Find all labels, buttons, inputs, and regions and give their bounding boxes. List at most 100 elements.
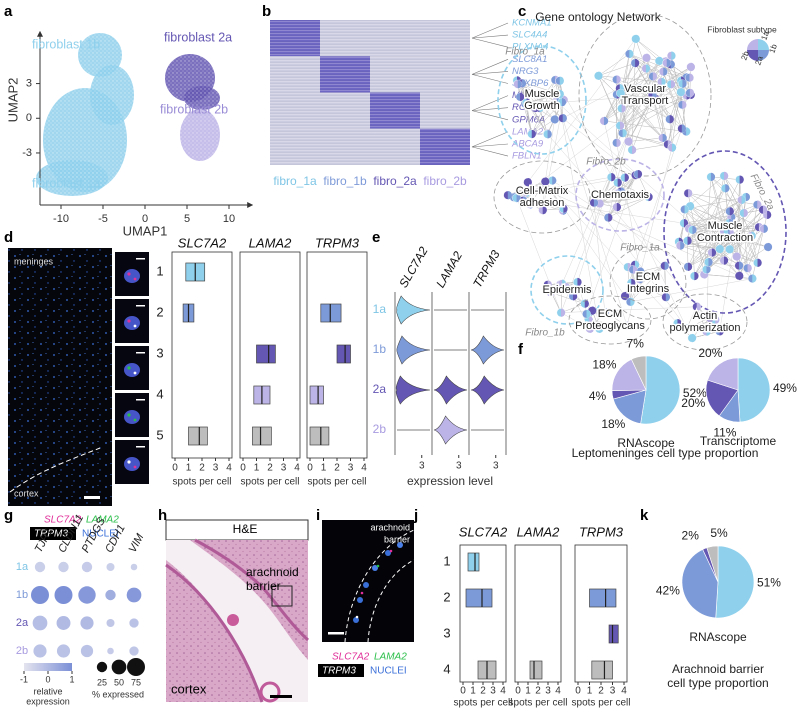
panel-letter: i: [316, 507, 320, 524]
gene-title: SLC7A2: [459, 524, 508, 539]
inset-nucleus: [124, 457, 140, 471]
x-axis-label: spots per cell: [454, 698, 513, 709]
row-label: 1b: [16, 589, 28, 601]
scale-bar: [136, 352, 145, 354]
dot: [78, 586, 95, 603]
x-axis-label: spots per cell: [572, 698, 631, 709]
dot: [55, 586, 73, 604]
pie-title: RNAscope: [689, 630, 747, 644]
he-header: H&E: [233, 522, 258, 536]
dot: [35, 562, 45, 572]
row-label: 5: [156, 427, 163, 442]
x-tick-label: 10: [223, 213, 235, 225]
dot: [31, 586, 49, 604]
x-tick-label: 1: [254, 463, 260, 474]
row-label: 2a: [373, 382, 387, 396]
box: [310, 427, 329, 445]
violin: [397, 296, 430, 324]
size-legend-label: 25: [97, 677, 107, 687]
row-label: 1a: [373, 302, 387, 316]
x-tick-label: 0: [460, 686, 466, 697]
box: [321, 304, 341, 322]
gene-label: SLC4A4: [512, 30, 547, 41]
dot: [131, 564, 138, 571]
x-tick-label: 3: [610, 686, 616, 697]
box: [609, 625, 618, 643]
scale-bar: [136, 258, 145, 260]
pie-label: 4%: [589, 389, 607, 403]
cluster-grain: [180, 109, 220, 161]
inset-dot: [127, 460, 130, 463]
x-axis-label: spots per cell: [173, 477, 232, 488]
network-node-half: [767, 211, 771, 219]
pie-label: 20%: [698, 346, 722, 360]
panel-letter: e: [372, 229, 380, 246]
network-node-half: [746, 193, 750, 201]
he-label: cortex: [171, 681, 207, 696]
gene-label: VIM: [127, 531, 147, 555]
stain-label: LAMA2: [374, 652, 407, 663]
he-image: H&E arachnoid barrier cortex: [166, 520, 308, 702]
term-label: ECM: [636, 271, 660, 283]
arachnoid-image: arachnoid barrier: [322, 520, 414, 642]
row-label: 4: [156, 386, 163, 401]
row-label: 2a: [16, 617, 29, 629]
x-tick-label: 4: [621, 686, 627, 697]
size-legend-title: % expressed: [92, 689, 144, 699]
panel-letter: j: [413, 507, 418, 524]
network-node-half: [725, 184, 729, 192]
term-label: Actin: [693, 310, 717, 322]
network-node-half: [672, 143, 676, 151]
pie-label: 51%: [757, 576, 781, 590]
inset-nucleus: [124, 269, 140, 283]
he-label: barrier: [246, 579, 281, 593]
network-edge: [598, 63, 635, 76]
dot: [82, 562, 92, 572]
network-node-half: [692, 334, 696, 342]
pie-caption: cell type proportion: [667, 676, 768, 690]
x-tick-label: 2: [199, 463, 205, 474]
x-axis-label: spots per cell: [308, 477, 367, 488]
gene-title: TRPM3: [315, 235, 360, 250]
x-tick-label: 1: [525, 686, 531, 697]
box: [189, 427, 208, 445]
image-label: meninges: [14, 256, 54, 266]
y-tick-label: -3: [22, 147, 32, 159]
dot: [106, 563, 114, 571]
box: [530, 661, 542, 679]
network-node-half: [560, 77, 564, 85]
size-legend-label: 50: [114, 677, 124, 687]
dot: [129, 646, 138, 655]
inset-nucleus: [124, 410, 140, 424]
network-node-half: [739, 261, 743, 269]
panel-letter: g: [4, 507, 13, 524]
x-tick-label: 3: [419, 461, 425, 472]
box: [590, 589, 616, 607]
column-label: fibro_2a: [373, 174, 417, 188]
term-label: Transport: [622, 95, 669, 107]
x-tick-label: 4: [500, 686, 506, 697]
legend-wedge: [747, 39, 758, 50]
violin: [434, 376, 467, 404]
box: [257, 345, 276, 363]
term-label: Vascular: [624, 83, 666, 95]
x-tick-label: 3: [493, 461, 499, 472]
pie-label: 18%: [592, 357, 616, 371]
x-tick-label: 0: [515, 686, 521, 697]
inset-nucleus: [124, 363, 140, 377]
inset-nucleus: [124, 316, 140, 330]
dot: [106, 619, 114, 627]
pie-caption: Arachnoid barrier: [672, 662, 764, 676]
network-node-half: [617, 139, 621, 147]
box: [468, 553, 479, 571]
x-tick-label: 4: [555, 686, 561, 697]
inset-dot: [127, 366, 130, 369]
row-label: 1b: [373, 342, 387, 356]
network-node-half: [694, 272, 698, 280]
row-label: 1: [156, 263, 163, 278]
network-node-half: [617, 203, 621, 211]
violin: [396, 376, 430, 404]
network-node-half: [608, 213, 612, 221]
box: [252, 427, 271, 445]
dot: [57, 616, 71, 630]
